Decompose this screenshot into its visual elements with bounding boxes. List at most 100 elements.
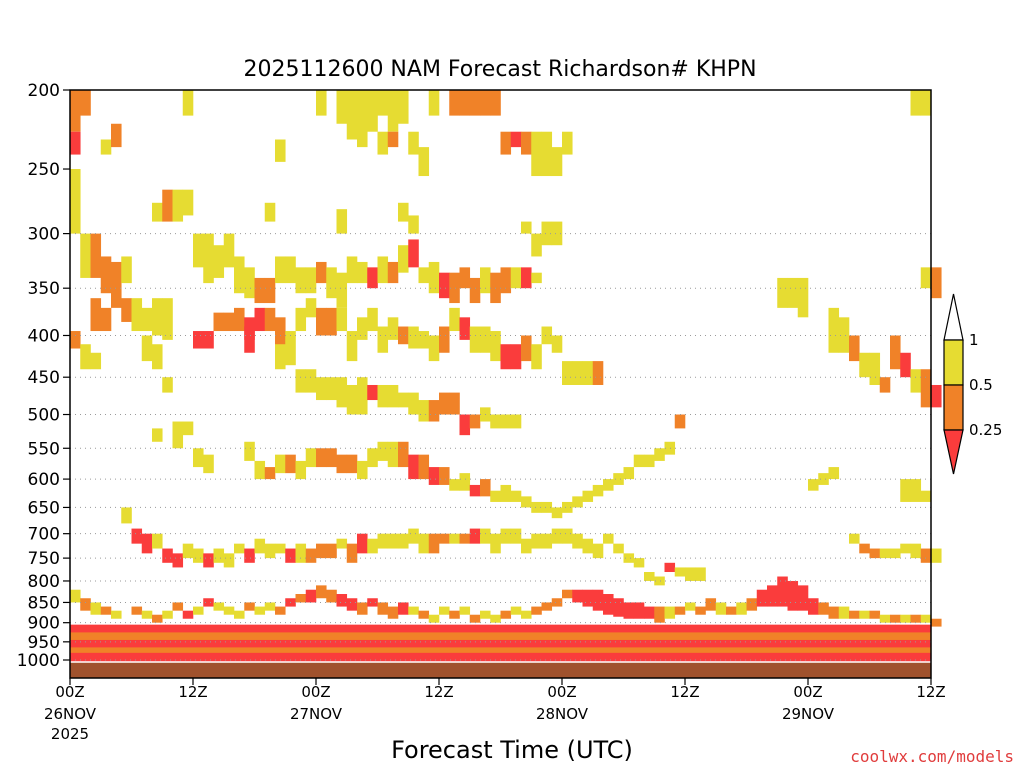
heatmap-cell [285, 331, 296, 366]
heatmap-cell [367, 384, 378, 401]
heatmap-cell [920, 369, 932, 408]
heatmap-cell [264, 307, 276, 332]
heatmap-cell [428, 400, 440, 422]
heatmap-cell [264, 602, 276, 611]
heatmap-cell [459, 90, 471, 116]
heatmap-cell [254, 606, 266, 615]
heatmap-cell [213, 312, 225, 332]
heatmap-cell [244, 326, 255, 353]
heatmap-cell [254, 538, 266, 554]
heatmap-cell [418, 454, 430, 480]
heatmap-cell [797, 585, 809, 611]
heatmap-cell [541, 501, 553, 513]
x-tick-label: 12Z [424, 683, 453, 701]
heatmap-cell [387, 606, 399, 619]
heatmap-cell [490, 614, 501, 623]
heatmap-cell [203, 454, 214, 474]
heatmap-cell [510, 267, 522, 289]
heatmap-cell [152, 298, 163, 336]
heatmap-cell [213, 548, 225, 563]
heatmap-cell [193, 448, 204, 468]
heatmap-cell [285, 548, 296, 563]
heatmap-cell [295, 369, 307, 393]
heatmap-cell [715, 602, 727, 615]
heatmap-cell [193, 233, 204, 268]
heatmap-cell [664, 562, 676, 573]
heatmap-cell [398, 90, 409, 124]
heatmap-cell [264, 202, 276, 222]
heatmap-cell [562, 501, 573, 513]
legend-0.5-1 [943, 339, 964, 386]
heatmap-cell [674, 414, 686, 429]
heatmap-cell [244, 267, 255, 299]
y-tick-label: 650 [28, 498, 60, 518]
heatmap-cell [633, 558, 645, 568]
x-tick-label: 12Z [670, 683, 699, 701]
heatmap-cell [377, 256, 389, 284]
heatmap-cell [244, 441, 255, 461]
heatmap-cell [70, 589, 81, 603]
heatmap-cell [100, 307, 112, 332]
heatmap-cell [70, 131, 81, 155]
heatmap-cell [869, 352, 881, 385]
heatmap-cell [490, 414, 501, 429]
heatmap-cell [797, 277, 809, 318]
heatmap-cell [480, 326, 491, 353]
legend-label: 0.25 [969, 421, 1002, 439]
heatmap-cell [367, 267, 378, 289]
heatmap-cell [449, 392, 460, 415]
heatmap-cell [439, 272, 450, 299]
heatmap-cell [408, 239, 419, 268]
y-tick-label: 400 [28, 326, 60, 346]
heatmap-cell [336, 272, 348, 308]
heatmap-cell [510, 528, 522, 544]
heatmap-cell [859, 543, 870, 554]
heatmap-cell [531, 606, 542, 615]
heatmap-cell [305, 548, 317, 563]
heatmap-cell [531, 272, 542, 284]
heatmap-cell [418, 533, 430, 554]
x-tick-label: 12Z [178, 683, 207, 701]
y-tick-label: 700 [28, 525, 60, 545]
heatmap-cell [285, 256, 296, 284]
heatmap-cell [859, 352, 870, 378]
heatmap-cell [890, 614, 901, 623]
y-tick-label: 950 [28, 633, 60, 653]
heatmap-cell [100, 139, 112, 155]
heatmap-cell [193, 331, 204, 349]
heatmap-cell [510, 131, 522, 148]
heatmap-cell [849, 610, 860, 619]
heatmap-cell [254, 307, 266, 332]
heatmap-cell [418, 331, 430, 349]
heatmap-cell [162, 610, 173, 619]
heatmap-cell [469, 614, 481, 623]
heatmap-cell [275, 139, 286, 162]
ground-layer [70, 661, 931, 678]
heatmap-cell [500, 528, 512, 544]
heatmap-cell [654, 576, 665, 586]
heatmap-cell [316, 448, 327, 468]
heatmap-cell [223, 312, 235, 332]
heatmap-cell [654, 606, 665, 623]
heatmap-cell [357, 460, 368, 480]
heatmap-cell [603, 594, 614, 615]
heatmap-cell [316, 261, 327, 284]
heatmap-cell [182, 90, 194, 116]
heatmap-cell [582, 589, 594, 607]
heatmap-cell [910, 614, 922, 623]
heatmap-cell [244, 602, 255, 611]
heatmap-cell [562, 528, 573, 544]
heatmap-cell [428, 467, 440, 485]
heatmap-cell [490, 490, 501, 502]
heatmap-cell [367, 90, 378, 132]
heatmap-cell [695, 606, 706, 615]
heatmap-cell [336, 90, 348, 124]
heatmap-cell [398, 202, 409, 222]
heatmap-cell [111, 261, 122, 308]
heatmap-cell [398, 392, 409, 408]
heatmap-cell [70, 90, 81, 132]
heatmap-cell [336, 594, 348, 607]
heatmap-cell [172, 189, 184, 222]
heatmap-cell [336, 209, 348, 234]
heatmap-cell [490, 533, 501, 554]
